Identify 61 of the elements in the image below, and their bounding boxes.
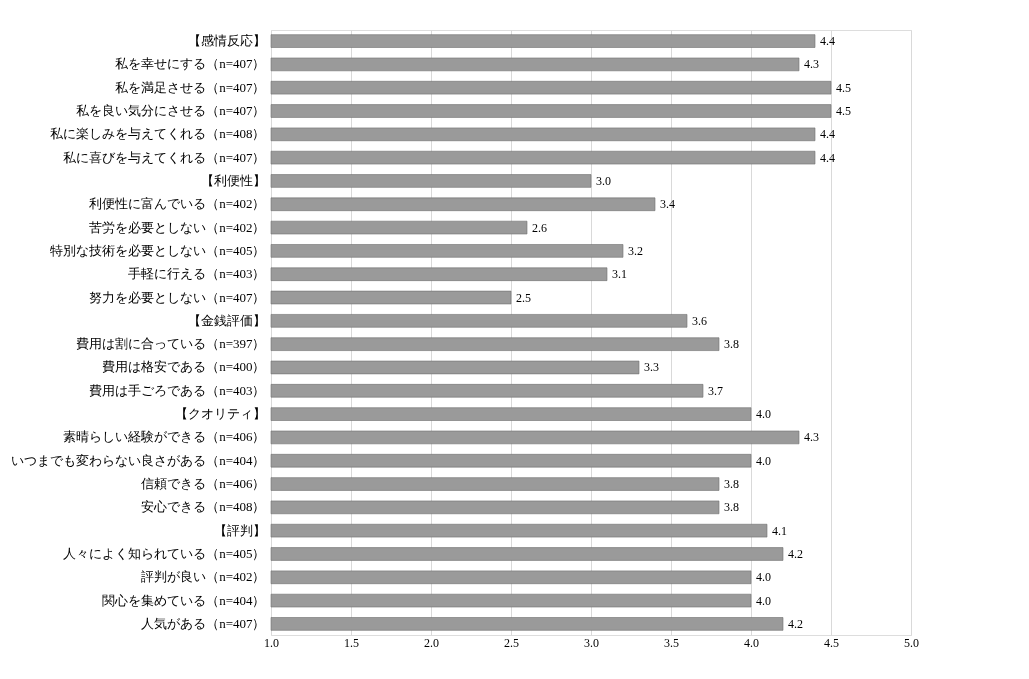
data-label: 3.2 [628,243,643,258]
data-label: 3.6 [692,313,707,328]
data-label: 4.4 [820,34,835,49]
data-label: 4.0 [756,593,771,608]
y-tick-label: 費用は割に合っている（n=397） [76,336,266,352]
y-tick-label: 人気がある（n=407） [141,615,266,631]
data-label: 3.8 [724,337,739,352]
y-tick-label: 費用は格安である（n=400） [102,359,266,375]
x-tick-label: 2.5 [504,635,519,650]
y-tick-label: 関心を集めている（n=404） [102,592,266,608]
y-tick-label: 【クオリティ】 [174,406,266,422]
data-label: 4.0 [756,453,771,468]
data-label: 4.3 [804,430,819,445]
data-label: 4.5 [836,104,851,119]
y-tick-label: 安心できる（n=408） [141,499,266,515]
data-label: 3.4 [660,197,675,212]
y-tick-label: 苦労を必要としない（n=402） [89,219,266,235]
x-tick-label: 3.0 [584,635,599,650]
y-tick-label: 手軽に行える（n=403） [128,266,266,282]
x-tick-label: 4.5 [824,635,839,650]
data-label: 4.2 [788,616,803,631]
y-tick-label: 私を幸せにする（n=407） [115,56,266,72]
x-tick-label: 3.5 [664,635,679,650]
data-label: 4.1 [772,523,787,538]
y-tick-label: 評判が良い（n=402） [141,569,266,585]
data-label: 3.0 [596,173,611,188]
data-label: 2.6 [532,220,547,235]
data-label: 3.8 [724,500,739,515]
data-label: 2.5 [516,290,531,305]
data-label: 4.2 [788,546,803,561]
data-label: 4.0 [756,407,771,422]
data-label: 4.4 [820,150,835,165]
y-tick-label: 人々によく知られている（n=405） [63,545,266,561]
data-label: 4.5 [836,80,851,95]
y-tick-label: 私に楽しみを与えてくれる（n=408） [50,126,266,142]
y-tick-label: いつまでも変わらない良さがある（n=404） [11,452,266,468]
data-label: 3.1 [612,267,627,282]
y-tick-label: 【評判】 [213,522,266,538]
data-label: 4.0 [756,570,771,585]
y-tick-label: 私を良い気分にさせる（n=407） [76,103,266,119]
data-label: 4.4 [820,127,835,142]
data-label: 3.3 [644,360,659,375]
y-tick-label: 【感情反応】 [187,33,266,49]
x-tick-label: 4.0 [744,635,759,650]
x-tick-label: 5.0 [904,635,919,650]
y-tick-label: 利便性に富んでいる（n=402） [89,196,266,212]
y-tick-label: 【利便性】 [200,172,266,188]
y-tick-label: 信頼できる（n=406） [141,476,266,492]
y-tick-label: 素晴らしい経験ができる（n=406） [63,429,266,445]
data-label: 4.3 [804,57,819,72]
y-tick-label: 努力を必要としない（n=407） [89,289,266,305]
x-tick-label: 1.5 [344,635,359,650]
y-tick-label: 費用は手ごろである（n=403） [89,382,266,398]
data-label: 3.8 [724,477,739,492]
y-tick-label: 私に喜びを与えてくれる（n=407） [63,149,266,165]
y-tick-label: 【金銭評価】 [187,312,266,328]
y-tick-label: 特別な技術を必要としない（n=405） [50,242,266,258]
y-tick-label: 私を満足させる（n=407） [115,79,266,95]
data-label: 3.7 [708,383,723,398]
x-tick-label: 2.0 [424,635,439,650]
x-tick-label: 1.0 [264,635,279,650]
